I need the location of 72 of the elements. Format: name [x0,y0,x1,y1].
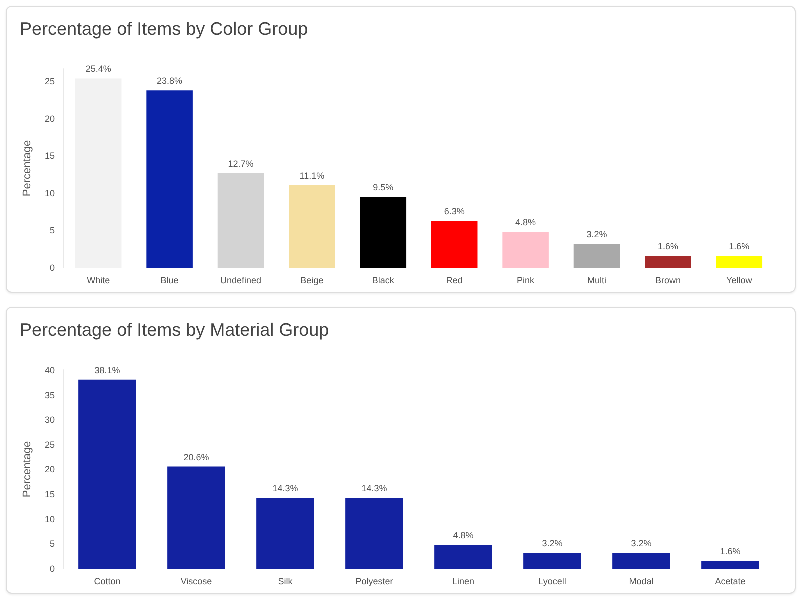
bar [502,232,549,268]
data-label: 4.8% [516,218,536,228]
y-tick-label: 5 [50,226,55,236]
data-label: 4.8% [453,530,474,541]
y-axis-title: Percentage [22,140,34,197]
data-label: 9.5% [373,182,394,193]
data-label: 23.8% [157,76,183,86]
chart-title: Percentage of Items by Color Group [20,19,308,39]
x-tick-label: Modal [629,576,654,586]
x-tick-label: Polyester [356,576,394,586]
data-label: 6.3% [444,206,465,217]
bar [716,256,763,268]
y-tick-label: 40 [44,365,55,376]
y-tick-label: 30 [44,415,55,426]
x-tick-label: Acetate [715,576,746,586]
bar [289,185,336,268]
y-tick-label: 0 [50,564,55,574]
chart-title: Percentage of Items by Material Group [20,320,330,340]
bar [146,90,193,268]
y-tick-label: 25 [44,440,55,450]
x-tick-label: Brown [655,276,681,286]
bar [645,256,692,268]
x-tick-label: Black [372,276,395,286]
data-label: 1.6% [729,242,750,252]
data-label: 14.3% [272,484,298,494]
data-label: 3.2% [586,230,608,240]
x-tick-label: Linen [452,576,475,586]
x-tick-label: Cotton [94,576,121,586]
bar [360,197,407,268]
y-tick-label: 20 [44,114,55,124]
y-axis-title: Percentage [22,441,34,498]
x-tick-label: White [87,276,110,286]
x-tick-label: Pink [517,276,536,286]
x-tick-label: Beige [300,276,324,286]
bar [431,221,478,268]
x-tick-label: Lyocell [538,576,566,586]
data-label: 14.3% [362,484,388,494]
bar [702,561,760,569]
bar [256,498,314,569]
x-tick-label: Silk [278,576,294,586]
bar [612,553,670,569]
y-tick-label: 15 [44,151,55,162]
y-tick-label: 0 [50,263,55,273]
x-tick-label: Blue [160,276,179,286]
bar [524,553,582,569]
bar [168,466,226,569]
data-label: 1.6% [720,546,741,557]
y-tick-label: 15 [44,490,55,500]
x-tick-label: Multi [587,276,607,286]
data-label: 20.6% [184,452,210,462]
y-tick-label: 20 [44,464,55,475]
data-label: 3.2% [542,538,563,549]
bar [434,545,492,569]
y-tick-label: 10 [44,188,55,198]
y-tick-label: 5 [50,539,55,550]
bar [574,244,620,268]
x-tick-label: Viscose [180,576,212,586]
data-label: 38.1% [94,365,120,376]
y-tick-label: 35 [44,390,55,400]
data-label: 25.4% [86,64,112,74]
data-label: 1.6% [658,242,678,252]
y-tick-label: 25 [44,76,55,87]
bar [218,173,264,268]
data-label: 12.7% [228,158,254,169]
x-tick-label: Undefined [220,276,262,286]
x-tick-label: Yellow [726,276,753,286]
data-label: 11.1% [300,170,325,181]
y-tick-label: 10 [44,514,55,524]
data-label: 3.2% [631,538,652,549]
x-tick-label: Red [446,276,463,286]
bar [346,498,404,569]
bar [78,380,136,569]
